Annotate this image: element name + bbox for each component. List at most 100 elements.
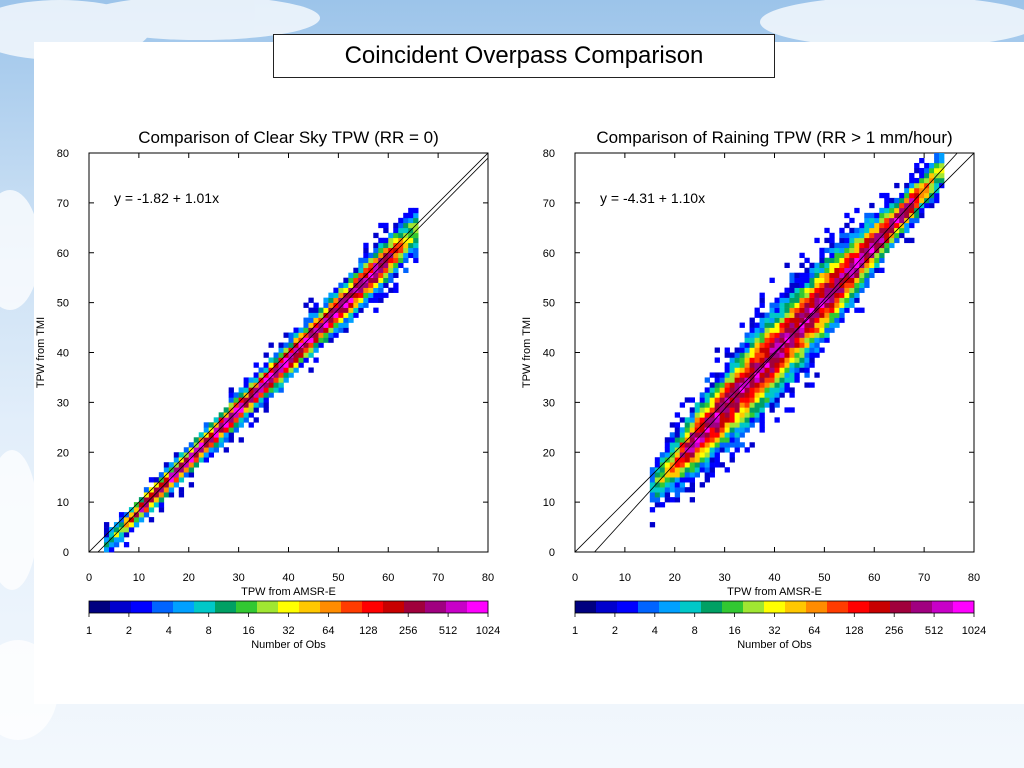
heatmap-cell bbox=[383, 292, 389, 298]
colorbar-swatch bbox=[827, 601, 849, 613]
heatmap-cell bbox=[914, 177, 920, 184]
heatmap-cell bbox=[894, 237, 900, 244]
heatmap-cell bbox=[819, 332, 825, 338]
heatmap-cell bbox=[348, 317, 354, 323]
heatmap-cell bbox=[363, 302, 369, 308]
heatmap-cell bbox=[353, 277, 359, 283]
heatmap-cell bbox=[784, 317, 790, 323]
heatmap-cell bbox=[709, 457, 715, 463]
y-axis-label: TPW from TMI bbox=[35, 317, 47, 388]
heatmap-cell bbox=[889, 202, 895, 209]
heatmap-cell bbox=[674, 487, 681, 493]
heatmap-cell bbox=[233, 392, 239, 398]
heatmap-cell bbox=[869, 217, 875, 224]
heatmap-cell bbox=[794, 322, 800, 328]
heatmap-cell bbox=[674, 492, 681, 498]
heatmap-cell bbox=[103, 542, 110, 548]
heatmap-cell bbox=[253, 362, 259, 368]
heatmap-cell bbox=[864, 247, 870, 254]
heatmap-cell bbox=[679, 477, 686, 483]
heatmap-cell bbox=[689, 407, 695, 413]
heatmap-cell bbox=[844, 247, 850, 254]
heatmap-cell bbox=[654, 457, 661, 463]
heatmap-cell bbox=[729, 407, 735, 413]
heatmap-cell bbox=[784, 262, 790, 269]
heatmap-cell bbox=[243, 417, 249, 423]
heatmap-cell bbox=[804, 372, 810, 378]
heatmap-cell bbox=[854, 307, 860, 313]
heatmap-cell bbox=[829, 282, 835, 288]
heatmap-cell bbox=[744, 422, 750, 428]
heatmap-cell bbox=[809, 267, 815, 273]
heatmap-cell bbox=[899, 202, 905, 209]
heatmap-cell bbox=[904, 187, 910, 194]
heatmap-cell bbox=[343, 317, 349, 323]
heatmap-cell bbox=[178, 492, 185, 498]
heatmap-cell bbox=[133, 522, 140, 528]
heatmap-cell bbox=[889, 197, 895, 204]
heatmap-cell bbox=[779, 302, 785, 308]
heatmap-cell bbox=[939, 177, 945, 184]
colorbar-swatch bbox=[890, 601, 912, 613]
colorbar-tick-label: 512 bbox=[925, 625, 943, 637]
heatmap-cell bbox=[799, 327, 805, 333]
heatmap-cell bbox=[333, 287, 339, 293]
heatmap-cell bbox=[203, 427, 209, 433]
heatmap-cell bbox=[679, 482, 686, 488]
heatmap-cell bbox=[228, 432, 234, 438]
heatmap-cell bbox=[113, 542, 120, 548]
heatmap-cell bbox=[679, 427, 686, 433]
heatmap-cell bbox=[393, 267, 399, 273]
heatmap-cell bbox=[148, 517, 155, 523]
heatmap-cell bbox=[749, 347, 755, 353]
x-tick-label: 80 bbox=[968, 572, 980, 584]
heatmap-cell bbox=[398, 217, 404, 224]
heatmap-cell bbox=[839, 247, 845, 254]
heatmap-cell bbox=[283, 347, 289, 353]
heatmap-cell bbox=[719, 407, 725, 413]
heatmap-cell bbox=[158, 497, 165, 503]
heatmap-cell bbox=[373, 242, 379, 249]
heatmap-cell bbox=[699, 412, 705, 418]
heatmap-cell bbox=[769, 372, 775, 378]
heatmap-cell bbox=[228, 397, 234, 403]
heatmap-cell bbox=[809, 272, 815, 278]
heatmap-cell bbox=[278, 342, 284, 348]
colorbar-tick-label: 1 bbox=[572, 625, 578, 637]
heatmap-cell bbox=[809, 277, 815, 283]
heatmap-cell bbox=[353, 312, 359, 318]
heatmap-cell bbox=[824, 247, 830, 254]
heatmap-cell bbox=[358, 302, 364, 308]
heatmap-cell bbox=[669, 422, 676, 428]
heatmap-cell bbox=[128, 517, 135, 523]
heatmap-cell bbox=[308, 322, 314, 328]
heatmap-cell bbox=[684, 442, 691, 448]
heatmap-cell bbox=[368, 282, 374, 288]
heatmap-cell bbox=[223, 437, 229, 443]
heatmap-cell bbox=[333, 332, 339, 338]
heatmap-cell bbox=[779, 332, 785, 338]
heatmap-cell bbox=[779, 347, 785, 353]
heatmap-cell bbox=[799, 337, 805, 343]
heatmap-cell bbox=[784, 332, 790, 338]
heatmap-cell bbox=[408, 252, 414, 259]
heatmap-cell bbox=[258, 387, 264, 393]
heatmap-cell bbox=[203, 442, 209, 448]
heatmap-cell bbox=[679, 447, 686, 453]
y-tick-label: 30 bbox=[57, 397, 69, 409]
heatmap-cell bbox=[864, 242, 870, 249]
heatmap-cell bbox=[744, 387, 750, 393]
heatmap-cell bbox=[373, 297, 379, 303]
heatmap-cell bbox=[328, 332, 334, 338]
heatmap-cell bbox=[238, 392, 244, 398]
heatmap-cell bbox=[714, 452, 720, 458]
heatmap-cell bbox=[759, 382, 765, 388]
heatmap-cell bbox=[884, 217, 890, 224]
heatmap-cell bbox=[819, 267, 825, 273]
heatmap-cell bbox=[138, 507, 145, 513]
y-tick-label: 60 bbox=[57, 248, 69, 260]
heatmap-cell bbox=[689, 497, 695, 503]
heatmap-cell bbox=[373, 247, 379, 254]
heatmap-cell bbox=[904, 207, 910, 214]
heatmap-cell bbox=[759, 317, 765, 323]
